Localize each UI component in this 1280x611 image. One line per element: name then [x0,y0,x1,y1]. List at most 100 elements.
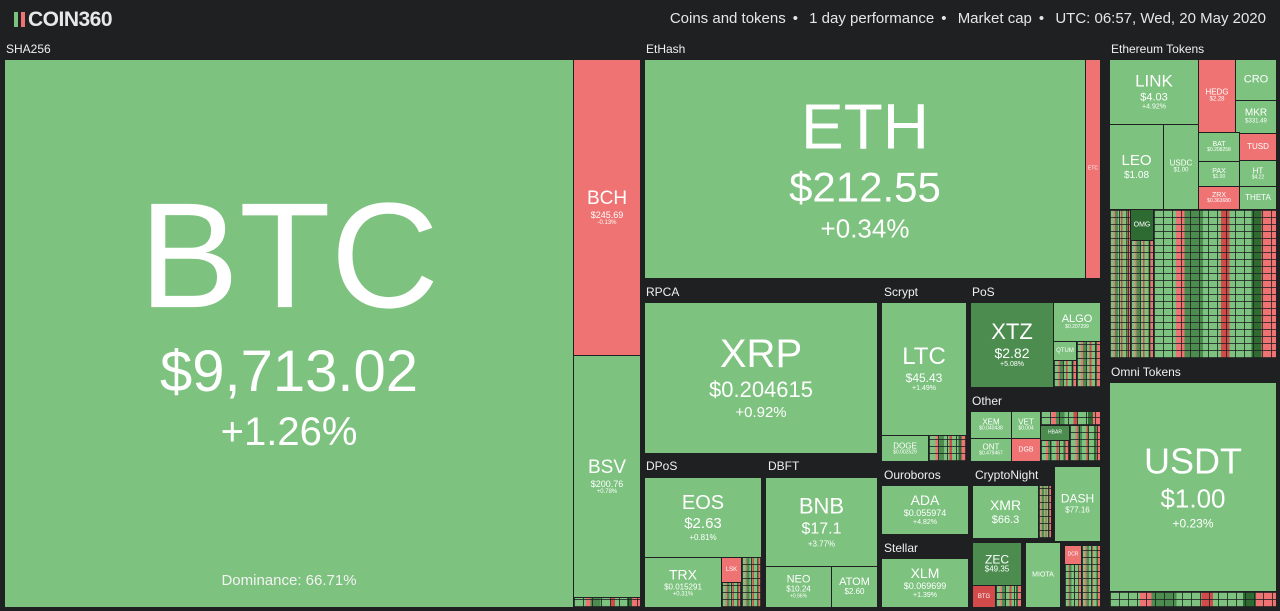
coin-tile-omg[interactable]: OMG [1130,209,1154,241]
coin-tile-vet[interactable]: VET $0.004 [1011,411,1041,439]
coin-tile-bch[interactable]: BCH $245.69 -0.13% [573,59,641,356]
small-coins-mosaic [1076,341,1101,388]
coin-price: $77.16 [1065,505,1090,515]
coin-tile-usdc[interactable]: USDC $1.00 [1163,124,1199,210]
coin-price: $0.069699 [903,581,947,592]
group-label-ethash: EtHash [646,42,686,56]
coin-price: $17.1 [801,520,842,538]
coin-tile-cro[interactable]: CRO [1235,59,1277,101]
coin-tile-leo[interactable]: LEO $1.08 [1109,124,1164,210]
coin-tile-tusd[interactable]: TUSD [1239,133,1277,161]
coin-tile-ont[interactable]: ONT $0.479467 [970,438,1012,462]
coin-tile-xem[interactable]: XEM $0.040438 [970,411,1012,439]
btc-dominance: Dominance: 66.71% [221,572,357,589]
coin-tile-pax[interactable]: PAX $1.00 [1198,161,1240,187]
coin-tile-xmr[interactable]: XMR $66.3 [972,485,1039,539]
header-info: Coins and tokens • 1 day performance • Mar… [670,10,1266,27]
coin-tile-atom[interactable]: ATOM $2.60 [831,566,878,608]
coin-symbol: ATOM [839,576,870,589]
coin-symbol: LTC [902,343,946,371]
coin-symbol: BSV [587,456,627,478]
coin-change: +1.39% [913,592,937,600]
coin-tile-xrp[interactable]: XRP $0.204615 +0.92% [644,302,878,454]
coin-tile-algo[interactable]: ALGO $0.207299 [1053,302,1101,342]
coin-tile-etc[interactable]: ETC [1085,59,1101,279]
coin-price: $10.24 [786,584,811,594]
filter-period[interactable]: 1 day performance [809,10,935,27]
coin-tile-eth[interactable]: ETH $212.55 +0.34% [644,59,1086,279]
coin-symbol: VET [1018,417,1034,427]
coin-tile-ltc[interactable]: LTC $45.43 +1.49% [881,302,967,436]
small-coins-mosaic [573,597,641,608]
coin-symbol: XRP [719,332,803,377]
coin-tile-neo[interactable]: NEO $10.24 +0.96% [765,566,832,608]
group-label-other: Other [972,394,1003,408]
coin-change: +1.26% [220,409,358,454]
coin-symbol: XLM [910,565,940,582]
coin360-logo[interactable]: COIN360 [14,8,113,32]
coin-tile-zec[interactable]: ZEC $49.35 [972,542,1022,586]
coin-change: +0.92% [735,404,787,422]
coin-symbol: TRX [669,565,697,582]
coin-tile-dcr[interactable]: DCR [1064,545,1082,565]
coin-tile-bnb[interactable]: BNB $17.1 +3.77% [765,477,878,567]
coin-tile-link[interactable]: LINK $4.03 +4.92% [1109,59,1199,125]
coin-tile-eos[interactable]: EOS $2.63 +0.81% [644,477,762,558]
coin-change: +3.77% [807,538,836,548]
coin-tile-dash[interactable]: DASH $77.16 [1054,466,1101,542]
coin-tile-xtz[interactable]: XTZ $2.82 +5.08% [970,302,1054,388]
coin-price: $9,713.02 [159,339,419,405]
small-coins-mosaic [721,582,742,608]
coin-tile-doge[interactable]: DOGE $0.002529 [881,435,929,462]
coin-tile-xlm[interactable]: XLM $0.069699 +1.39% [881,558,969,608]
timestamp: UTC: 06:57, Wed, 20 May 2020 [1055,10,1266,27]
top-bar: COIN360 Coins and tokens • 1 day performa… [0,0,1280,40]
coin-tile-ht[interactable]: HT $4.22 [1239,160,1277,187]
group-label-dpos: DPoS [646,459,678,473]
small-coins-mosaic [741,557,762,608]
coin-symbol: MKR [1244,107,1268,119]
coin-tile-bat[interactable]: BAT $0.208258 [1198,132,1240,162]
coin-tile-btg[interactable]: BTG [972,585,996,608]
small-coins-mosaic [1069,425,1101,462]
coin-symbol: BCH [586,187,628,209]
coin-tile-lsk[interactable]: LSK [721,557,742,583]
small-coins-mosaic [1064,564,1082,608]
coin-tile-ada[interactable]: ADA $0.055974 +4.82% [881,485,969,535]
coin-tile-bsv[interactable]: BSV $200.76 +0.78% [573,355,641,598]
coin-price: $49.35 [984,564,1010,574]
coin-price: $0.002529 [893,448,917,455]
coin-change: +4.92% [1142,103,1166,111]
coin-price: $4.03 [1140,91,1168,104]
coin-price: $1.00 [1160,483,1226,514]
group-label-rpca: RPCA [646,285,680,299]
group-label-stellar: Stellar [884,541,919,555]
coin-price: $0.479467 [979,450,1003,457]
coin-change: +5.08% [1000,361,1024,369]
coin-symbol: OMG [1133,221,1151,229]
coin-tile-trx[interactable]: TRX $0.015291 +0.31% [644,557,722,608]
coin-tile-hbar[interactable]: HBAR [1040,425,1070,441]
coin-price: $1.08 [1123,170,1150,181]
coin-tile-dgb[interactable]: DGB [1011,438,1041,462]
coin-price: $2.63 [684,514,722,532]
coin-tile-qtum[interactable]: QTUM [1053,341,1077,361]
coin-tile-mkr[interactable]: MKR $331.49 [1235,100,1277,134]
coin-symbol: NEO [786,573,811,586]
coin-tile-usdt[interactable]: USDT $1.00 +0.23% [1109,382,1277,592]
coin-tile-zrx[interactable]: ZRX $0.363680 [1198,186,1240,210]
coin-tile-theta[interactable]: THETA [1239,186,1277,210]
coin-change: +0.78% [596,489,618,496]
coin-price: $0.015291 [664,581,702,591]
small-coins-mosaic [1038,485,1052,539]
coin-symbol: ETH [801,90,929,163]
filter-coins-and-tokens[interactable]: Coins and tokens [669,10,786,27]
coin-tile-hedg[interactable]: HEDG $2.28 [1198,59,1236,133]
coin-symbol: BAT [1212,140,1226,148]
filter-metric[interactable]: Market cap [957,10,1032,27]
coin-price: $0.363680 [1207,197,1231,204]
coin-symbol: ZEC [985,552,1009,567]
coin-price: $4.22 [1251,173,1265,180]
coin-tile-btc[interactable]: BTC $9,713.02 +1.26% Dominance: 66.71% [4,59,574,608]
coin-tile-miota[interactable]: MIOTA [1025,542,1061,608]
